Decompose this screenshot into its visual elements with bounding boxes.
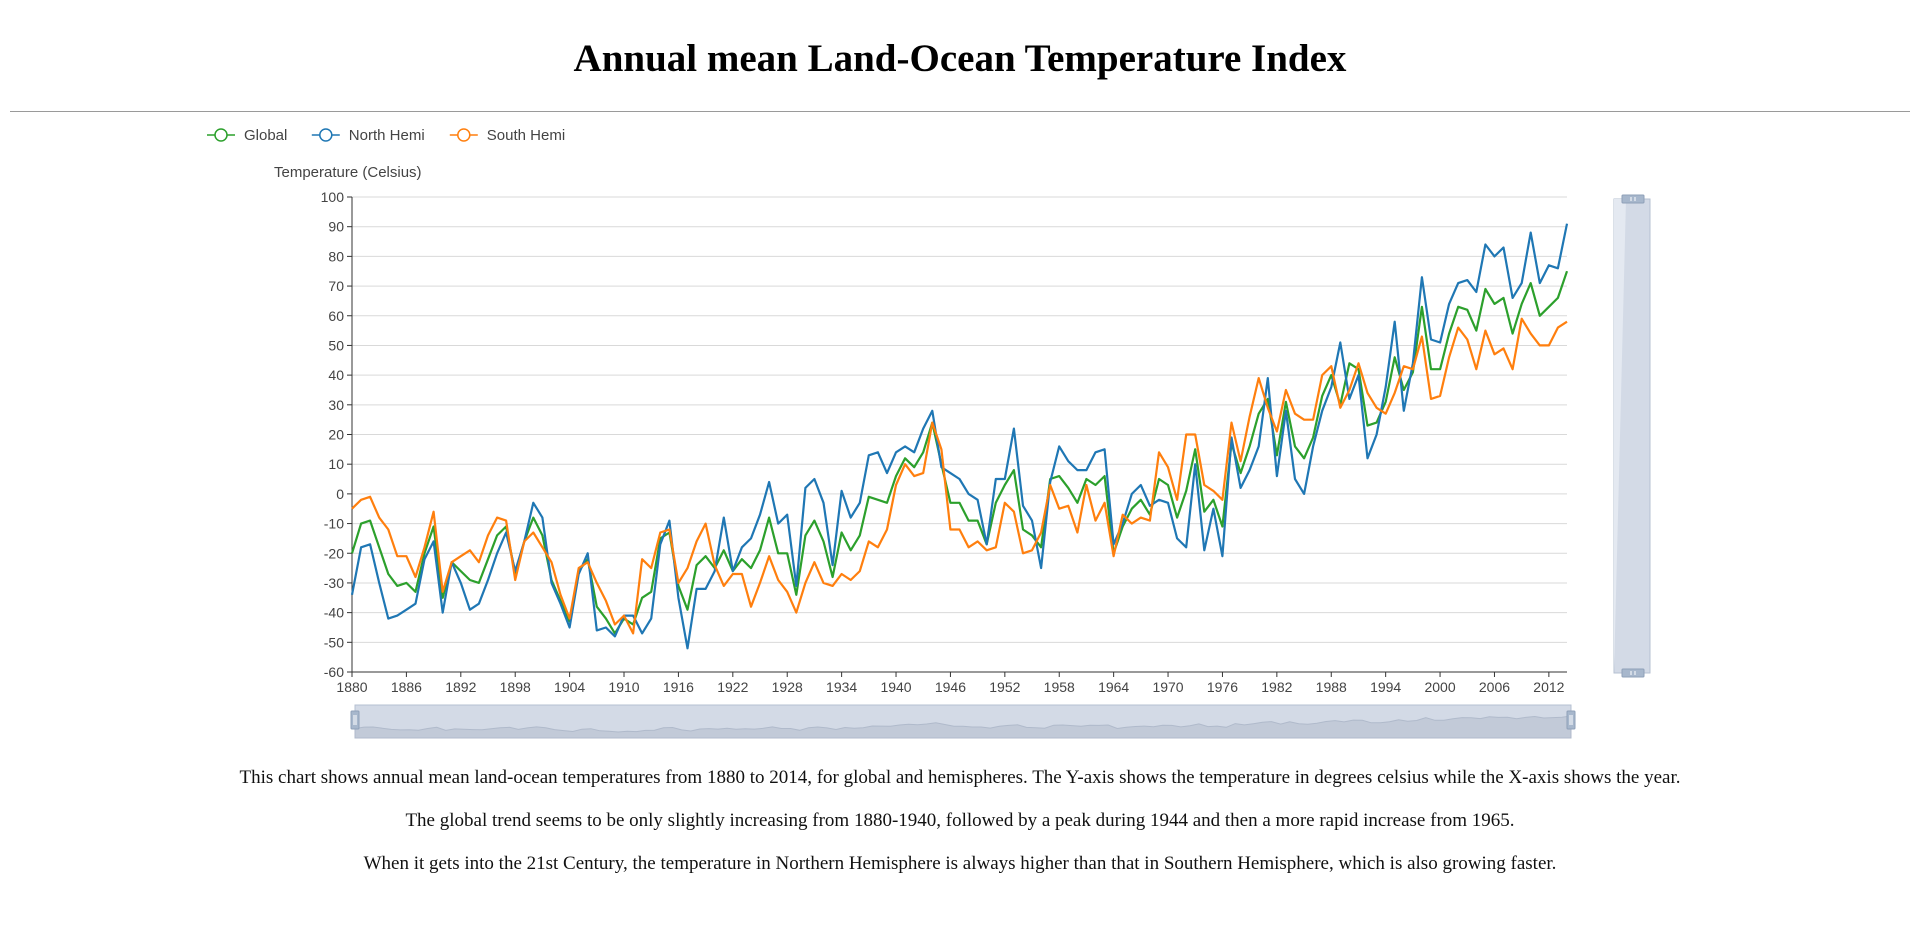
legend-marker-icon — [319, 128, 333, 142]
x-tick-label: 1982 — [1261, 679, 1292, 695]
y-grid-lines — [352, 196, 1567, 673]
description-paragraph-1: This chart shows annual mean land-ocean … — [239, 767, 1681, 788]
y-tick-label: -40 — [324, 605, 344, 621]
page-title: Annual mean Land-Ocean Temperature Index — [573, 37, 1347, 80]
chart-series — [350, 223, 1569, 650]
y-tick-label: -30 — [324, 575, 344, 591]
y-range-top-handle[interactable] — [1621, 194, 1645, 204]
x-tick-label: 1922 — [717, 679, 748, 695]
x-tick-label: 1892 — [445, 679, 476, 695]
description-paragraph-2: The global trend seems to be only slight… — [405, 810, 1515, 831]
x-range-start-handle[interactable] — [350, 710, 360, 730]
x-tick-label: 1970 — [1152, 679, 1183, 695]
handle-grip-icon — [1566, 710, 1576, 730]
x-tick-label: 1994 — [1370, 679, 1401, 695]
x-tick-label: 1940 — [880, 679, 911, 695]
x-tick-label: 1934 — [826, 679, 857, 695]
title-divider — [10, 111, 1910, 112]
legend-label: North Hemi — [349, 127, 425, 144]
y-range-slider[interactable] — [1613, 194, 1651, 678]
handle-grip-icon — [350, 710, 360, 730]
description-paragraph-3: When it gets into the 21st Century, the … — [363, 853, 1557, 874]
x-tick-label: 1988 — [1316, 679, 1347, 695]
handle-grip-icon — [1621, 668, 1645, 678]
y-tick-label: 50 — [328, 337, 344, 353]
x-tick-label: 1880 — [336, 679, 367, 695]
x-tick-label: 1946 — [935, 679, 966, 695]
y-range-bottom-handle[interactable] — [1621, 668, 1645, 678]
y-tick-label: 100 — [321, 189, 345, 205]
x-tick-label: 1904 — [554, 679, 585, 695]
x-tick-label: 1898 — [500, 679, 531, 695]
y-axis-label: Temperature (Celsius) — [274, 164, 422, 181]
legend-label: South Hemi — [487, 127, 565, 144]
series-line-south-hemi — [351, 317, 1568, 635]
y-tick-label: -20 — [324, 545, 344, 561]
y-tick-label: 30 — [328, 397, 344, 413]
y-tick-label: 60 — [328, 308, 344, 324]
x-tick-label: 2012 — [1533, 679, 1564, 695]
y-tick-label: 70 — [328, 278, 344, 294]
x-range-end-handle[interactable] — [1566, 710, 1576, 730]
x-tick-label: 1976 — [1207, 679, 1238, 695]
x-tick-label: 1928 — [772, 679, 803, 695]
y-tick-label: -60 — [324, 664, 344, 680]
legend-item-south-hemi[interactable]: South Hemi — [449, 127, 565, 144]
x-tick-label: 2000 — [1424, 679, 1455, 695]
line-chart: Global North Hemi South Hemi Temperature (… — [207, 127, 1651, 739]
series-line-global — [350, 270, 1569, 635]
legend-label: Global — [244, 127, 287, 144]
x-tick-label: 1910 — [608, 679, 639, 695]
chart-container: Global North Hemi South Hemi Temperature (… — [0, 115, 1920, 755]
x-tick-label: 1886 — [391, 679, 422, 695]
y-tick-label: 20 — [328, 427, 344, 443]
x-tick-label: 1958 — [1044, 679, 1075, 695]
y-tick-label: 40 — [328, 367, 344, 383]
legend-item-global[interactable]: Global — [207, 127, 287, 144]
y-tick-label: 90 — [328, 219, 344, 235]
x-range-preview — [354, 715, 1572, 739]
y-tick-label: -10 — [324, 516, 344, 532]
y-tick-label: 0 — [336, 486, 344, 502]
x-tick-label: 1964 — [1098, 679, 1129, 695]
y-tick-label: -50 — [324, 634, 344, 650]
x-range-slider[interactable] — [350, 704, 1576, 739]
x-tick-label: 1952 — [989, 679, 1020, 695]
handle-grip-icon — [1621, 194, 1645, 204]
y-tick-label: 10 — [328, 456, 344, 472]
y-tick-label: 80 — [328, 248, 344, 264]
chart-legend: Global North Hemi South Hemi — [207, 127, 565, 144]
legend-marker-icon — [214, 128, 228, 142]
x-tick-label: 1916 — [663, 679, 694, 695]
x-axis: 1880 1886 1892 1898 1904 1910 1916 1922 1928 1934… — [336, 671, 1567, 695]
x-tick-label: 2006 — [1479, 679, 1510, 695]
legend-marker-icon — [457, 128, 471, 142]
legend-item-north-hemi[interactable]: North Hemi — [311, 127, 425, 144]
y-axis-ticks: -60 -50 -40 -30 -20 -10 0 10 20 30 40 50 60 70 80 90 100 — [321, 189, 353, 680]
y-range-shape — [1614, 199, 1626, 673]
series-line-north-hemi — [350, 223, 1569, 650]
